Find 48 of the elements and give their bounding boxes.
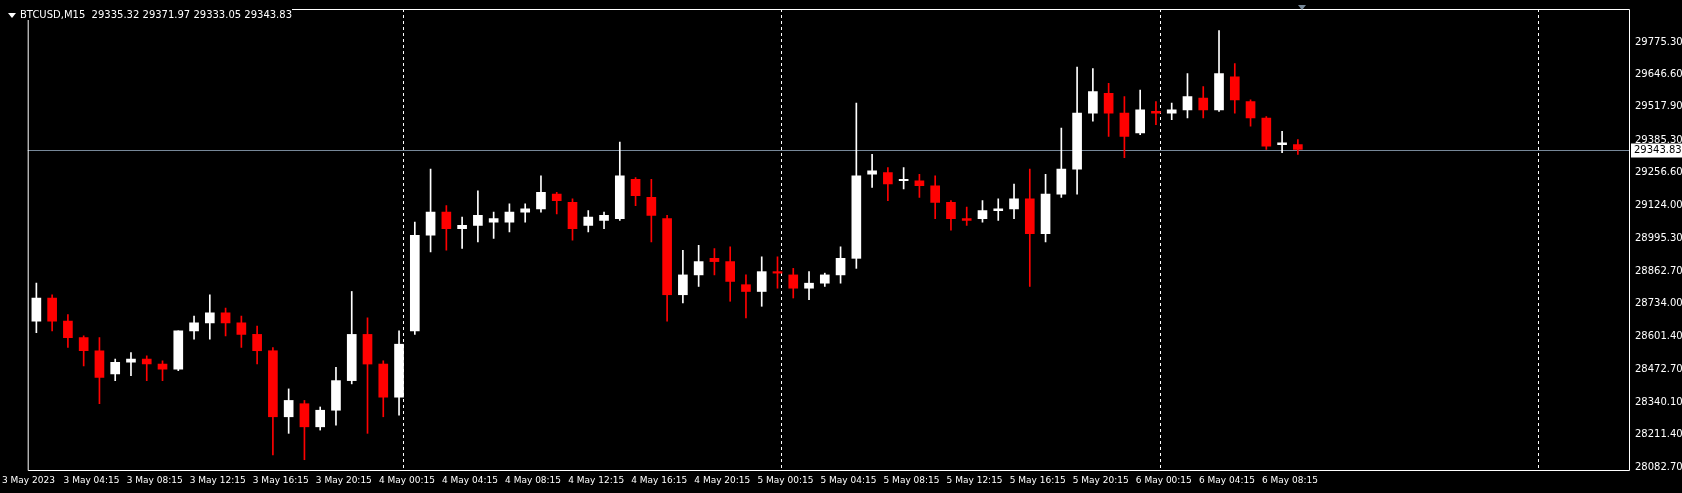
candlestick	[204, 294, 215, 340]
x-tick-label: 6 May 04:15	[1198, 474, 1255, 485]
x-tick-label: 5 May 12:15	[946, 474, 1003, 485]
candlestick	[1151, 101, 1161, 126]
x-tick-label: 5 May 00:15	[757, 474, 814, 485]
x-tick-label: 3 May 16:15	[252, 474, 309, 485]
x-tick-label: 4 May 16:15	[631, 474, 688, 485]
y-tick-label: 28862.70	[1635, 264, 1682, 276]
x-tick-label: 4 May 08:15	[505, 474, 562, 485]
x-tick-label: 4 May 00:15	[378, 474, 435, 485]
y-tick-label: 28340.10	[1635, 396, 1682, 408]
candlestick	[457, 216, 467, 249]
candlestick	[473, 190, 483, 243]
candlestick	[804, 271, 814, 301]
x-tick-label: 3 May 04:15	[63, 474, 120, 485]
x-tick-label: 4 May 12:15	[568, 474, 625, 485]
candlestick	[141, 355, 152, 381]
y-tick-label: 29517.90	[1635, 100, 1682, 112]
x-tick-label: 5 May 08:15	[883, 474, 940, 485]
x-tick-label: 5 May 16:15	[1009, 474, 1066, 485]
x-tick-label: 4 May 20:15	[694, 474, 751, 485]
x-tick-label: 3 May 20:15	[315, 474, 372, 485]
y-tick-label: 29775.30	[1635, 35, 1682, 47]
candlestick	[867, 154, 877, 188]
y-tick-label: 28211.40	[1635, 428, 1682, 440]
y-tick-label: 29256.60	[1635, 165, 1682, 177]
x-tick-label: 3 May 08:15	[126, 474, 183, 485]
x-tick-label: 6 May 08:15	[1261, 474, 1318, 485]
x-tick-label: 6 May 00:15	[1135, 474, 1192, 485]
ref-line-label: 29343.83	[1634, 144, 1682, 155]
y-tick-label: 28601.40	[1635, 330, 1682, 342]
candlestick	[961, 206, 972, 226]
chart-title: BTCUSD,M15 29335.32 29371.97 29333.05 29343.83	[20, 9, 293, 20]
y-tick-label: 29124.00	[1635, 199, 1682, 211]
y-tick-label: 28472.70	[1635, 362, 1682, 374]
x-tick-label: 5 May 20:15	[1072, 474, 1129, 485]
y-tick-label: 29385.30	[1635, 133, 1682, 145]
y-tick-label: 28995.30	[1635, 231, 1682, 243]
candlestick	[1166, 102, 1177, 121]
x-tick-label: 4 May 04:15	[442, 474, 498, 485]
y-tick-label: 28082.70	[1635, 460, 1682, 472]
x-tick-label: 3 May 12:15	[189, 474, 246, 485]
y-tick-label: 28734.00	[1635, 297, 1682, 309]
candlestick	[126, 352, 136, 376]
y-tick-label: 29646.60	[1635, 67, 1682, 79]
x-tick-label: 3 May 2023	[2, 474, 55, 485]
x-tick-label: 5 May 04:15	[820, 474, 877, 485]
candlestick	[741, 274, 751, 319]
